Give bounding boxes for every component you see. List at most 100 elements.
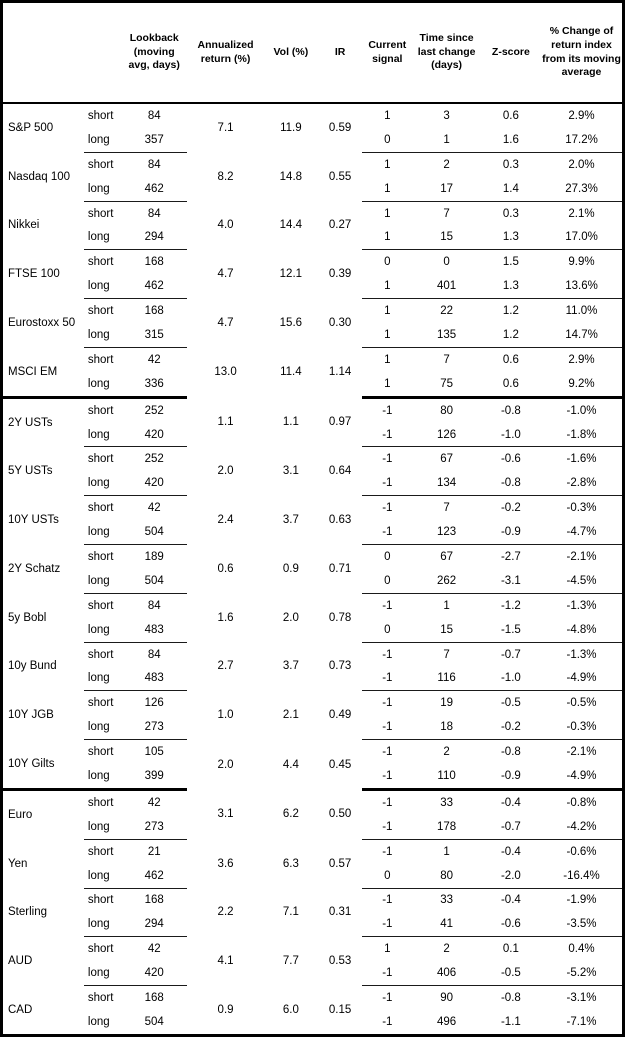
z-score-value: -0.2 — [480, 715, 542, 741]
lookback-value: 315 — [121, 323, 188, 348]
z-score-value: -0.8 — [480, 471, 542, 497]
signal-value: -1 — [362, 961, 413, 987]
asset-row-long: long 504 -1 123 -0.9 -4.7% — [2, 520, 624, 546]
ir-value: 0.49 — [328, 709, 352, 722]
days-since-change-value: 7 — [443, 502, 450, 515]
z-score-value: 0.1 — [502, 943, 519, 956]
pct-change-value: -3.1% — [566, 992, 597, 1004]
annualized-return-value: 4.7 — [217, 268, 234, 281]
signal-value: -1 — [382, 894, 393, 907]
asset-name: 10Y JGB — [8, 709, 54, 722]
window-label: short — [87, 796, 114, 809]
signal-value: -1 — [362, 764, 413, 791]
z-score-value: -0.6 — [480, 912, 542, 938]
asset-row-short: 5y Bobl short 84 1.6 2.0 0.78 -1 1 -1.2 -1.3% — [2, 593, 624, 624]
signal-value: -1 — [382, 1015, 393, 1028]
pct-change-value: -1.0% — [566, 404, 597, 417]
z-score-value: -2.7 — [500, 550, 521, 563]
ir-value: 0.71 — [328, 562, 352, 575]
asset-row-short: CAD short 168 0.9 6.0 0.15 -1 90 -0.8 -3.1% — [2, 986, 624, 1016]
vol-value: 3.7 — [282, 514, 299, 527]
signal-value: -1 — [362, 912, 413, 938]
z-score-value: -1.1 — [500, 1015, 521, 1028]
z-score-value: -0.7 — [480, 814, 542, 840]
vol-value: 2.0 — [282, 611, 299, 624]
asset-row-long: long 504 0 262 -3.1 -4.5% — [2, 568, 624, 594]
asset-name: Nikkei — [8, 219, 40, 232]
days-since-change-value: 18 — [412, 715, 481, 741]
pct-change-value: 13.6% — [541, 274, 624, 300]
z-score-value: -0.4 — [500, 796, 521, 809]
lookback-value: 420 — [121, 961, 188, 987]
ir-value: 0.57 — [328, 857, 352, 870]
signal-value: 1 — [362, 176, 413, 202]
asset-row-long: long 483 -1 116 -1.0 -4.9% — [2, 666, 624, 692]
asset-row-short: Sterling short 168 2.2 7.1 0.31 -1 33 -0.4 -1.9% — [2, 888, 624, 918]
pct-change-value: 17.2% — [541, 127, 624, 153]
z-score-value: 1.4 — [480, 176, 542, 202]
vol-value: 6.3 — [282, 857, 299, 870]
lookback-value: 168 — [144, 894, 164, 907]
asset-row-short: 5Y USTs short 252 2.0 3.1 0.64 -1 67 -0.6 -1.6% — [2, 447, 624, 477]
asset-row-long: long 420 -1 406 -0.5 -5.2% — [2, 961, 624, 987]
signal-value: 1 — [384, 353, 391, 366]
signal-value: -1 — [382, 697, 393, 710]
signal-value: 0 — [362, 568, 413, 594]
asset-row-short: 10Y Gilts short 105 2.0 4.4 0.45 -1 2 -0.8 -2.1% — [1, 739, 624, 791]
lookback-value: 462 — [121, 274, 188, 300]
signal-value: 1 — [384, 207, 391, 220]
window-label: long — [83, 422, 122, 448]
signal-value: 0 — [362, 127, 413, 153]
pct-change-value: -5.2% — [541, 961, 624, 987]
ir-value: 0.30 — [328, 317, 352, 330]
z-score-value: -0.4 — [500, 894, 521, 907]
days-since-change-value: 67 — [440, 453, 453, 466]
z-score-value: -0.4 — [500, 845, 521, 858]
z-score-value: 0.6 — [502, 353, 519, 366]
column-header-time-since-change: Time since last change (days) — [412, 1, 481, 104]
lookback-value: 294 — [121, 912, 188, 938]
pct-change-value: 9.2% — [541, 371, 624, 399]
column-header-vol: Vol (%) — [263, 1, 318, 104]
window-label: long — [83, 961, 122, 987]
days-since-change-value: 80 — [440, 404, 453, 417]
vol-value: 14.8 — [279, 170, 303, 183]
signal-value: -1 — [362, 715, 413, 741]
window-label: short — [87, 207, 114, 220]
pct-change-value: -4.9% — [541, 764, 624, 791]
vol-value: 7.1 — [282, 906, 299, 919]
ir-value: 0.27 — [328, 219, 352, 232]
column-header-pct-change-from-avg: % Change of return index from its moving… — [541, 1, 624, 104]
asset-row-long: long 294 -1 41 -0.6 -3.5% — [2, 912, 624, 938]
days-since-change-value: 406 — [412, 961, 481, 987]
window-label: long — [83, 863, 122, 889]
lookback-value: 420 — [121, 422, 188, 448]
annualized-return-value: 2.0 — [217, 758, 234, 771]
lookback-value: 357 — [121, 127, 188, 153]
annualized-return-value: 2.7 — [217, 660, 234, 673]
pct-change-value: 2.1% — [568, 207, 595, 220]
lookback-value: 399 — [121, 764, 188, 791]
asset-row-short: 2Y Schatz short 189 0.6 0.9 0.71 0 67 -2.7 -2.1% — [2, 545, 624, 575]
window-label: short — [87, 599, 114, 612]
pct-change-value: 2.9% — [568, 109, 595, 122]
z-score-value: 1.3 — [480, 274, 542, 300]
annualized-return-value: 2.0 — [217, 465, 234, 478]
z-score-value: 1.3 — [480, 225, 542, 251]
pct-change-value: -4.5% — [541, 568, 624, 594]
days-since-change-value: 110 — [412, 764, 481, 791]
pct-change-value: -0.5% — [566, 697, 597, 710]
asset-row-long: long 399 -1 110 -0.9 -4.9% — [2, 764, 624, 791]
asset-row-long: long 336 1 75 0.6 9.2% — [2, 371, 624, 399]
asset-row-long: long 462 0 80 -2.0 -16.4% — [2, 863, 624, 889]
lookback-value: 21 — [147, 845, 161, 858]
annualized-return-value: 1.0 — [217, 709, 234, 722]
pct-change-value: -3.5% — [541, 912, 624, 938]
ir-value: 0.50 — [328, 808, 352, 821]
pct-change-value: -1.9% — [566, 894, 597, 907]
window-label: long — [83, 814, 122, 840]
window-label: long — [83, 127, 122, 153]
window-label: long — [83, 274, 122, 300]
